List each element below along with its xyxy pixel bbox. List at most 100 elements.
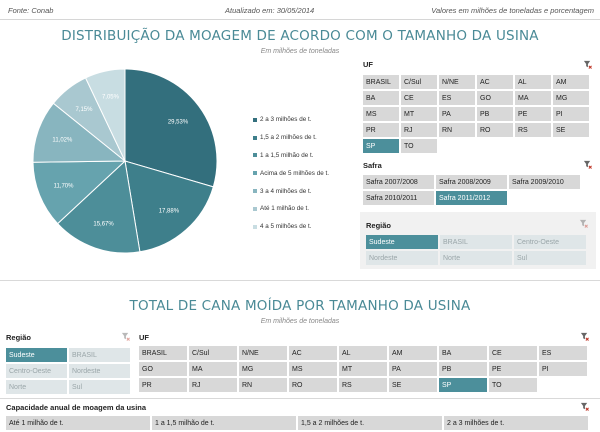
pie-value-label: 11,02% [52,137,73,143]
slicer-option[interactable]: GO [139,362,187,376]
pie-chart[interactable]: 29,53% 17,88% 15,67% 11,70% 11,02% 7,15% 7,05% [30,66,220,256]
slicer-option[interactable]: C/Sul [401,75,437,89]
slicer-option[interactable]: 2 a 3 milhões de t. [444,416,588,430]
regiao-slicer-header-bottom: Região [6,333,32,342]
slicer-option[interactable]: BRASIL [440,235,512,249]
slicer-option[interactable]: AC [477,75,513,89]
slicer-option[interactable]: SE [389,378,437,392]
section1-title: DISTRIBUIÇÃO DA MOAGEM DE ACORDO COM O T… [61,28,539,44]
slicer-option[interactable]: Sudeste [6,348,67,362]
slicer-option[interactable]: N/NE [239,346,287,360]
slicer-option[interactable]: Centro-Oeste [6,364,67,378]
clear-filter-icon[interactable] [580,402,589,411]
slicer-option[interactable]: TO [401,139,437,153]
uf-slicer-bottom: BRASIL C/Sul N/NE AC AL AM BA CE ES GO MA MG MS MT PA P… [139,346,587,392]
slicer-option[interactable]: Sul [514,251,586,265]
regiao-slicer-top: Sudeste BRASIL Centro-Oeste Nordeste Norte Su… [366,235,586,265]
slicer-option[interactable]: Safra 2010/2011 [363,191,434,205]
legend-label: 4 a 5 milhões de t. [260,223,312,231]
slicer-option[interactable]: CE [489,346,537,360]
slicer-option[interactable]: SP [363,139,399,153]
slicer-option[interactable]: TO [489,378,537,392]
slicer-option[interactable]: MT [401,107,437,121]
slicer-option[interactable]: PE [489,362,537,376]
pie-value-label: 29,53% [168,119,189,125]
slicer-option[interactable]: Norte [6,380,67,394]
slicer-option[interactable]: MG [239,362,287,376]
pie-slice[interactable] [32,160,127,225]
slicer-option[interactable]: SP [439,378,487,392]
slicer-option[interactable]: 1 a 1,5 milhão de t. [152,416,296,430]
slicer-option[interactable]: Sul [69,380,130,394]
slicer-option[interactable]: CE [401,91,437,105]
clear-filter-icon[interactable] [583,60,592,69]
slicer-option[interactable]: N/NE [439,75,475,89]
slicer-option[interactable]: MT [339,362,387,376]
slicer-option[interactable]: RS [515,123,551,137]
pie-slice[interactable] [124,68,218,188]
slicer-option[interactable]: Norte [440,251,512,265]
slicer-option[interactable]: PA [439,107,475,121]
slicer-option[interactable]: SE [553,123,589,137]
slicer-option[interactable]: Safra 2011/2012 [436,191,507,205]
slicer-option[interactable]: RS [339,378,387,392]
clear-filter-icon[interactable] [579,219,588,228]
slicer-option[interactable]: Safra 2009/2010 [509,175,580,189]
slicer-option[interactable]: BA [439,346,487,360]
legend-label: 3 a 4 milhões de t. [260,187,312,195]
slicer-option[interactable]: C/Sul [189,346,237,360]
slicer-option[interactable]: PE [515,107,551,121]
regiao-slicer-bottom: Sudeste BRASIL Centro-Oeste Nordeste Norte Su… [6,348,130,394]
legend-item: 1 a 1,5 milhão de t. [253,147,329,165]
slicer-option[interactable]: RO [289,378,337,392]
slicer-option[interactable]: BRASIL [69,348,130,362]
slicer-option[interactable]: BA [363,91,399,105]
slicer-option[interactable]: AM [553,75,589,89]
slicer-option[interactable]: MA [515,91,551,105]
slicer-option[interactable]: RJ [189,378,237,392]
slicer-option[interactable]: PR [139,378,187,392]
slicer-option[interactable]: AL [339,346,387,360]
slicer-option[interactable]: MG [553,91,589,105]
slicer-option[interactable]: RN [239,378,287,392]
slicer-option[interactable]: BRASIL [363,75,399,89]
slicer-option[interactable]: PI [539,362,587,376]
slicer-option[interactable]: PR [363,123,399,137]
legend-item: Até 1 milhão de t. [253,200,329,218]
slicer-option[interactable]: ES [539,346,587,360]
slicer-option[interactable]: AC [289,346,337,360]
slicer-option[interactable]: Safra 2007/2008 [363,175,434,189]
slicer-option[interactable]: MS [363,107,399,121]
slicer-option[interactable]: Nordeste [366,251,438,265]
legend-label: 1 a 1,5 milhão de t. [260,151,314,159]
legend-item: 1,5 a 2 milhões de t. [253,129,329,147]
slicer-option[interactable]: Safra 2008/2009 [436,175,507,189]
slicer-option[interactable]: RJ [401,123,437,137]
uf-slicer: BRASIL C/Sul N/NE AC AL AM BA CE ES GO MA MG MS MT PA P… [363,75,589,153]
slicer-option[interactable]: ES [439,91,475,105]
slicer-option[interactable]: RN [439,123,475,137]
slicer-option[interactable]: RO [477,123,513,137]
slicer-option[interactable]: BRASIL [139,346,187,360]
clear-filter-icon[interactable] [121,332,130,341]
slicer-option[interactable]: 1,5 a 2 milhões de t. [298,416,442,430]
clear-filter-icon[interactable] [583,160,592,169]
pie-slice[interactable] [124,160,214,253]
slicer-option[interactable]: Centro-Oeste [514,235,586,249]
slicer-option[interactable]: PA [389,362,437,376]
slicer-option[interactable]: Até 1 milhão de t. [6,416,150,430]
slicer-option[interactable]: PB [439,362,487,376]
clear-filter-icon[interactable] [580,332,589,341]
slicer-option[interactable]: PB [477,107,513,121]
slicer-option[interactable]: AM [389,346,437,360]
top-info-bar: Fonte: Conab Atualizado em: 30/05/2014 V… [0,0,600,20]
slicer-option[interactable]: PI [553,107,589,121]
slicer-option[interactable]: Sudeste [366,235,438,249]
slicer-option[interactable]: Nordeste [69,364,130,378]
slicer-option[interactable]: AL [515,75,551,89]
slicer-option[interactable]: GO [477,91,513,105]
pie-slice[interactable] [56,159,141,254]
slicer-option[interactable]: MS [289,362,337,376]
slicer-option[interactable]: MA [189,362,237,376]
pie-slice[interactable] [84,68,126,162]
